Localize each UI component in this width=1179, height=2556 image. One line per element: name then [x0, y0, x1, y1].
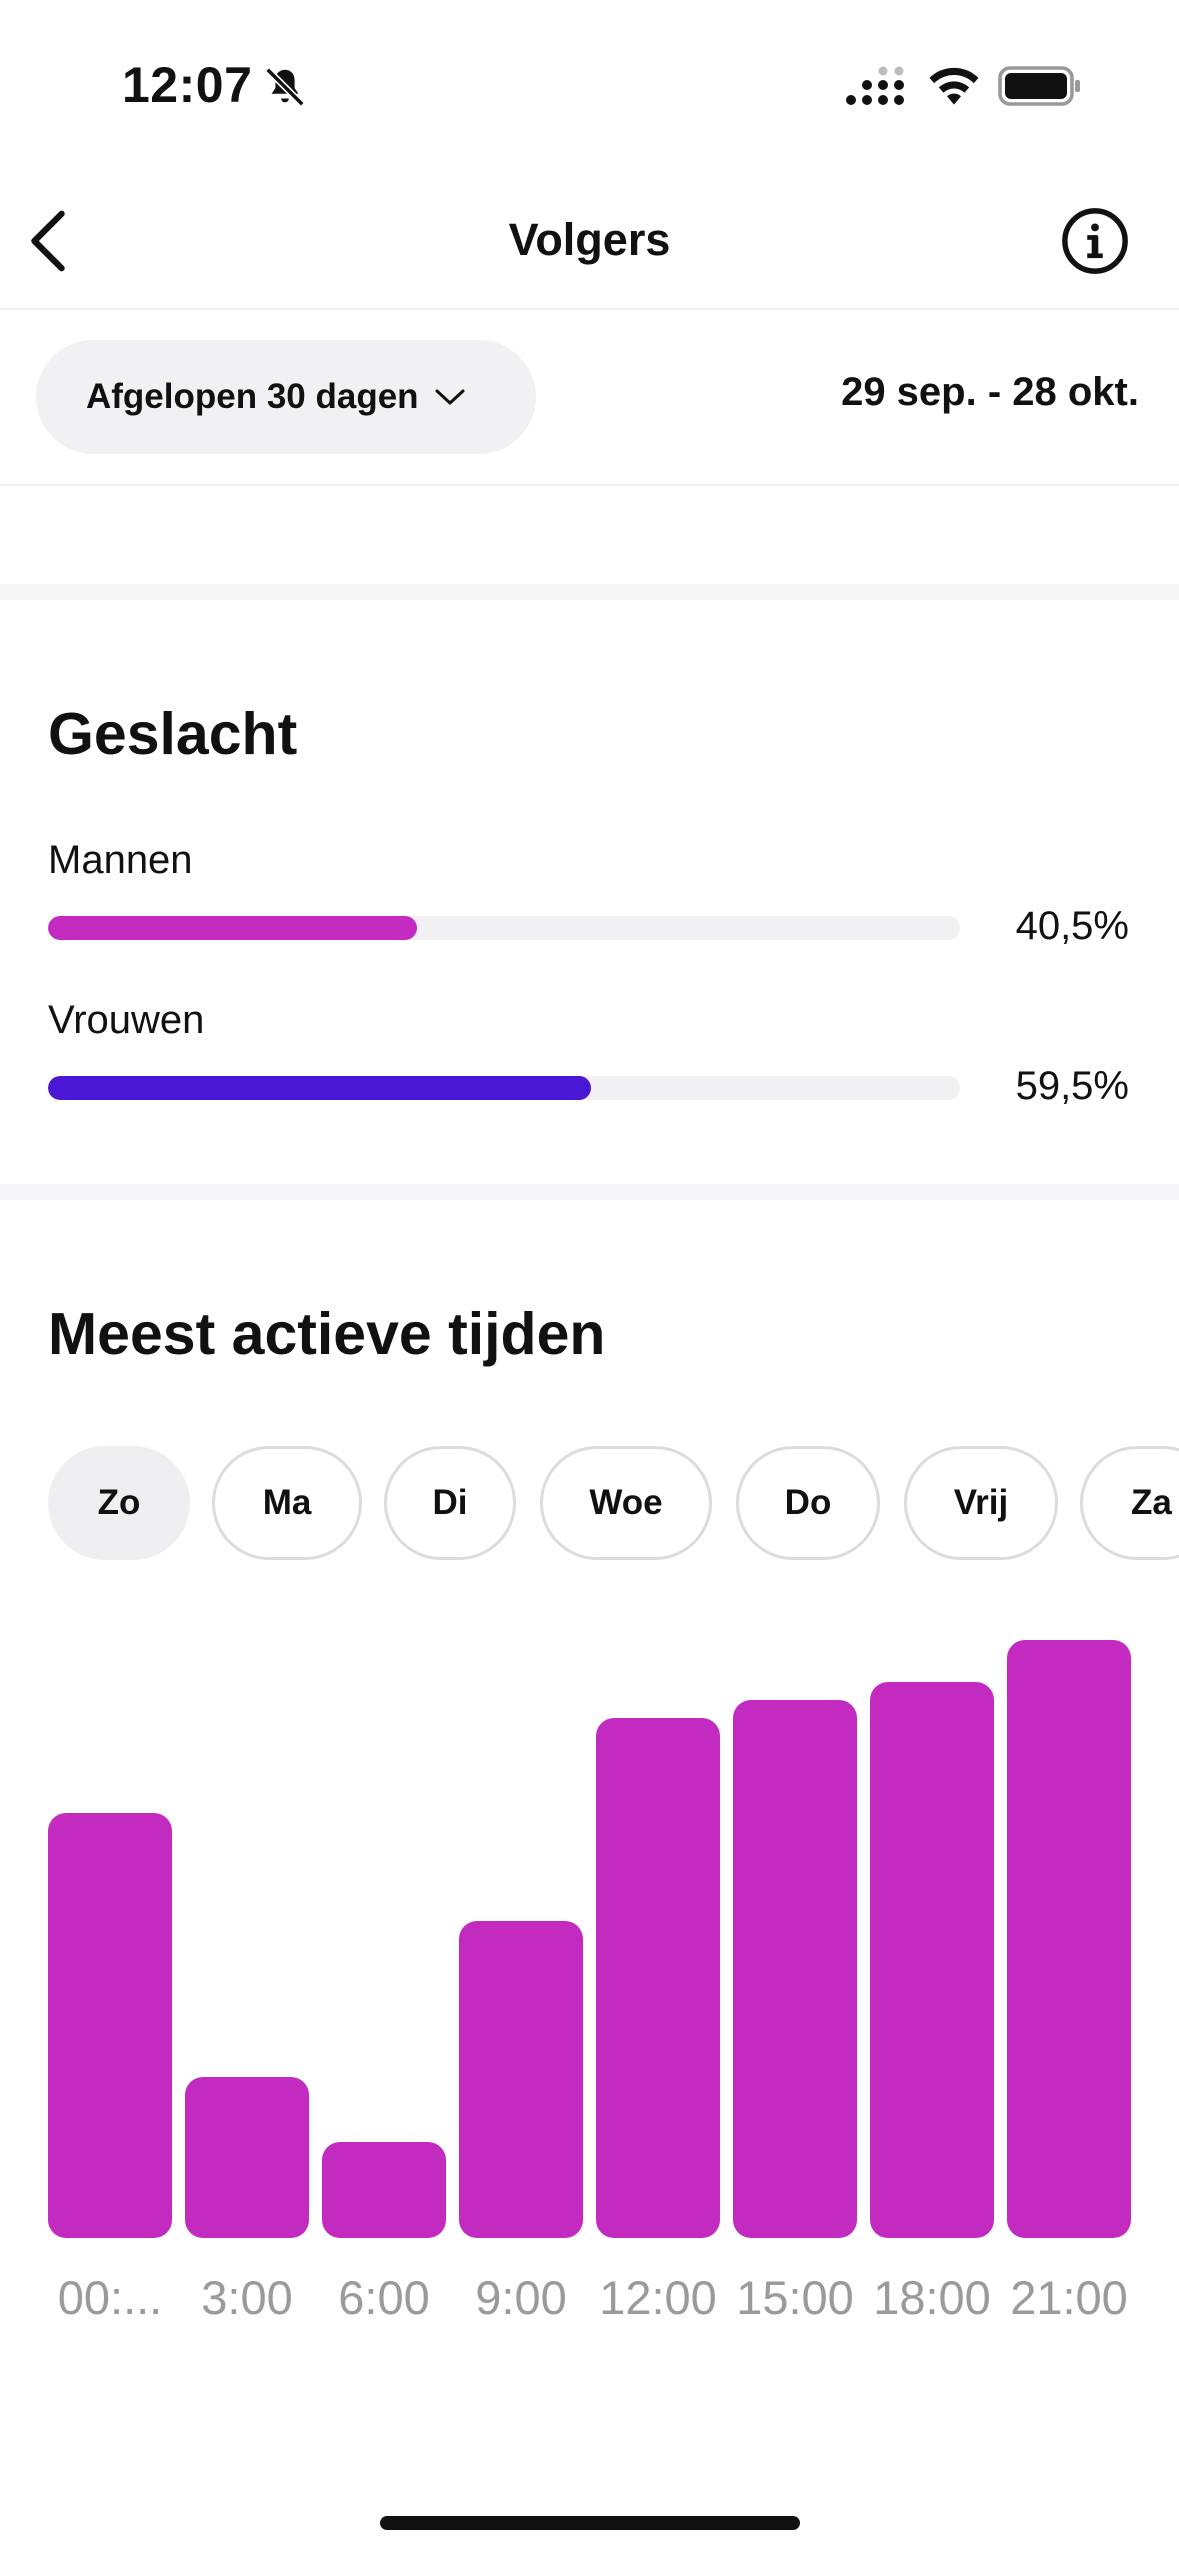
chart-bar — [870, 1682, 994, 2238]
chevron-down-icon — [435, 389, 465, 405]
gender-bar-fill-men — [48, 916, 418, 940]
bell-muted-icon — [265, 67, 305, 107]
day-chip-zo[interactable]: Zo — [48, 1446, 190, 1560]
day-chip-do[interactable]: Do — [736, 1446, 880, 1560]
cellular-signal-icon — [846, 66, 904, 105]
battery-icon — [998, 66, 1080, 106]
date-range-text: 29 sep. - 28 okt. — [841, 370, 1139, 414]
home-indicator — [380, 2516, 800, 2530]
wifi-icon — [929, 67, 979, 105]
gender-bar-track-men — [48, 916, 960, 940]
chart-bar — [1007, 1640, 1131, 2238]
filter-divider — [0, 484, 1179, 486]
date-range-dropdown-label: Afgelopen 30 dagen — [86, 377, 419, 416]
chart-bar — [185, 2077, 309, 2238]
chart-x-tick-label: 15:00 — [736, 2271, 854, 2324]
chart-bar — [322, 2142, 446, 2238]
status-time: 12:07 — [122, 57, 253, 113]
chart-x-tick-label: 12:00 — [599, 2271, 717, 2324]
gender-value-men: 40,5% — [1015, 904, 1129, 948]
chart-bar — [459, 1921, 583, 2238]
day-chip-di[interactable]: Di — [384, 1446, 516, 1560]
date-range-dropdown[interactable]: Afgelopen 30 dagen — [36, 340, 536, 454]
active-times-section-title: Meest actieve tijden — [48, 1301, 606, 1367]
gender-bar-fill-women — [48, 1076, 591, 1100]
info-icon[interactable] — [1060, 206, 1130, 276]
day-chip-za[interactable]: Za — [1080, 1446, 1179, 1560]
gender-label-women: Vrouwen — [48, 998, 205, 1042]
chart-x-tick-label: 00:... — [57, 2271, 163, 2324]
gender-bar-track-women — [48, 1076, 960, 1100]
chart-x-tick-label: 9:00 — [475, 2271, 567, 2324]
chart-bar — [48, 1813, 172, 2238]
gender-section-title: Geslacht — [48, 701, 298, 767]
gender-value-women: 59,5% — [1015, 1064, 1129, 1108]
section-separator — [0, 1184, 1179, 1200]
chart-bar — [596, 1718, 720, 2238]
chart-bar — [733, 1700, 857, 2238]
gender-label-men: Mannen — [48, 838, 193, 882]
back-arrow-icon[interactable] — [18, 206, 78, 276]
chart-x-tick-label: 21:00 — [1010, 2271, 1128, 2324]
chart-x-tick-label: 18:00 — [873, 2271, 991, 2324]
day-chip-ma[interactable]: Ma — [212, 1446, 362, 1560]
day-chip-woe[interactable]: Woe — [540, 1446, 712, 1560]
chart-x-tick-label: 3:00 — [201, 2271, 293, 2324]
day-chip-vrij[interactable]: Vrij — [904, 1446, 1058, 1560]
page-title: Volgers — [508, 214, 671, 265]
section-separator — [0, 584, 1179, 600]
chart-x-tick-label: 6:00 — [338, 2271, 430, 2324]
nav-divider — [0, 308, 1179, 310]
